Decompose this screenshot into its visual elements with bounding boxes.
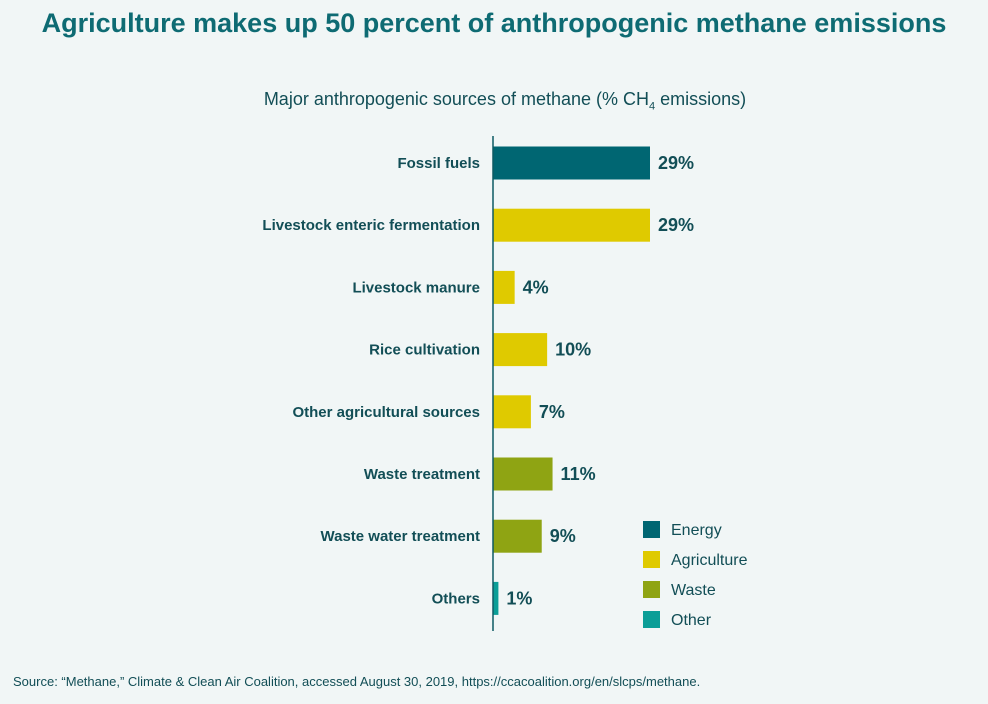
value-label-waste-water-treatment: 9%	[550, 526, 576, 546]
legend-label-agriculture: Agriculture	[671, 552, 748, 569]
bar-livestock-enteric-fermentation	[493, 208, 650, 242]
legend-swatch-energy	[643, 521, 660, 538]
category-label-livestock-enteric-fermentation: Livestock enteric fermentation	[262, 217, 480, 234]
bar-livestock-manure	[493, 270, 515, 304]
legend-label-energy: Energy	[671, 522, 722, 539]
category-label-fossil-fuels: Fossil fuels	[397, 155, 480, 172]
category-label-rice-cultivation: Rice cultivation	[369, 342, 480, 359]
category-label-waste-treatment: Waste treatment	[364, 466, 480, 483]
value-label-fossil-fuels: 29%	[658, 153, 694, 173]
category-label-livestock-manure: Livestock manure	[352, 279, 480, 296]
legend-swatch-agriculture	[643, 551, 660, 568]
legend-label-other: Other	[671, 612, 712, 629]
value-label-others: 1%	[506, 588, 532, 608]
legend-swatch-other	[643, 611, 660, 628]
chart-subtitle: Major anthropogenic sources of methane (…	[0, 89, 988, 113]
subtitle-subscript: 4	[649, 100, 656, 113]
page-title: Agriculture makes up 50 percent of anthr…	[41, 8, 947, 38]
value-label-livestock-manure: 4%	[523, 277, 549, 297]
category-label-others: Others	[432, 590, 480, 607]
subtitle-end: emissions)	[655, 89, 747, 109]
bars-layer: Fossil fuels 29% Livestock enteric ferment…	[262, 146, 694, 615]
bar-waste-water-treatment	[493, 519, 542, 553]
category-label-other-agricultural-sources: Other agricultural sources	[292, 404, 480, 421]
category-label-waste-water-treatment: Waste water treatment	[321, 528, 481, 545]
bar-fossil-fuels	[493, 146, 650, 180]
bar-others	[493, 581, 499, 615]
subtitle-main: Major anthropogenic sources of methane (…	[263, 89, 650, 109]
value-label-livestock-enteric-fermentation: 29%	[658, 215, 694, 235]
value-label-rice-cultivation: 10%	[555, 340, 591, 360]
bar-rice-cultivation	[493, 333, 548, 367]
value-label-other-agricultural-sources: 7%	[539, 402, 565, 422]
legend-label-waste: Waste	[671, 582, 716, 599]
legend: Energy Agriculture Waste Other	[643, 521, 748, 629]
legend-swatch-waste	[643, 581, 660, 598]
bar-waste-treatment	[493, 457, 553, 491]
value-label-waste-treatment: 11%	[561, 464, 596, 484]
source-note: Source: “Methane,” Climate & Clean Air C…	[13, 674, 701, 689]
bar-other-agricultural-sources	[493, 395, 531, 429]
